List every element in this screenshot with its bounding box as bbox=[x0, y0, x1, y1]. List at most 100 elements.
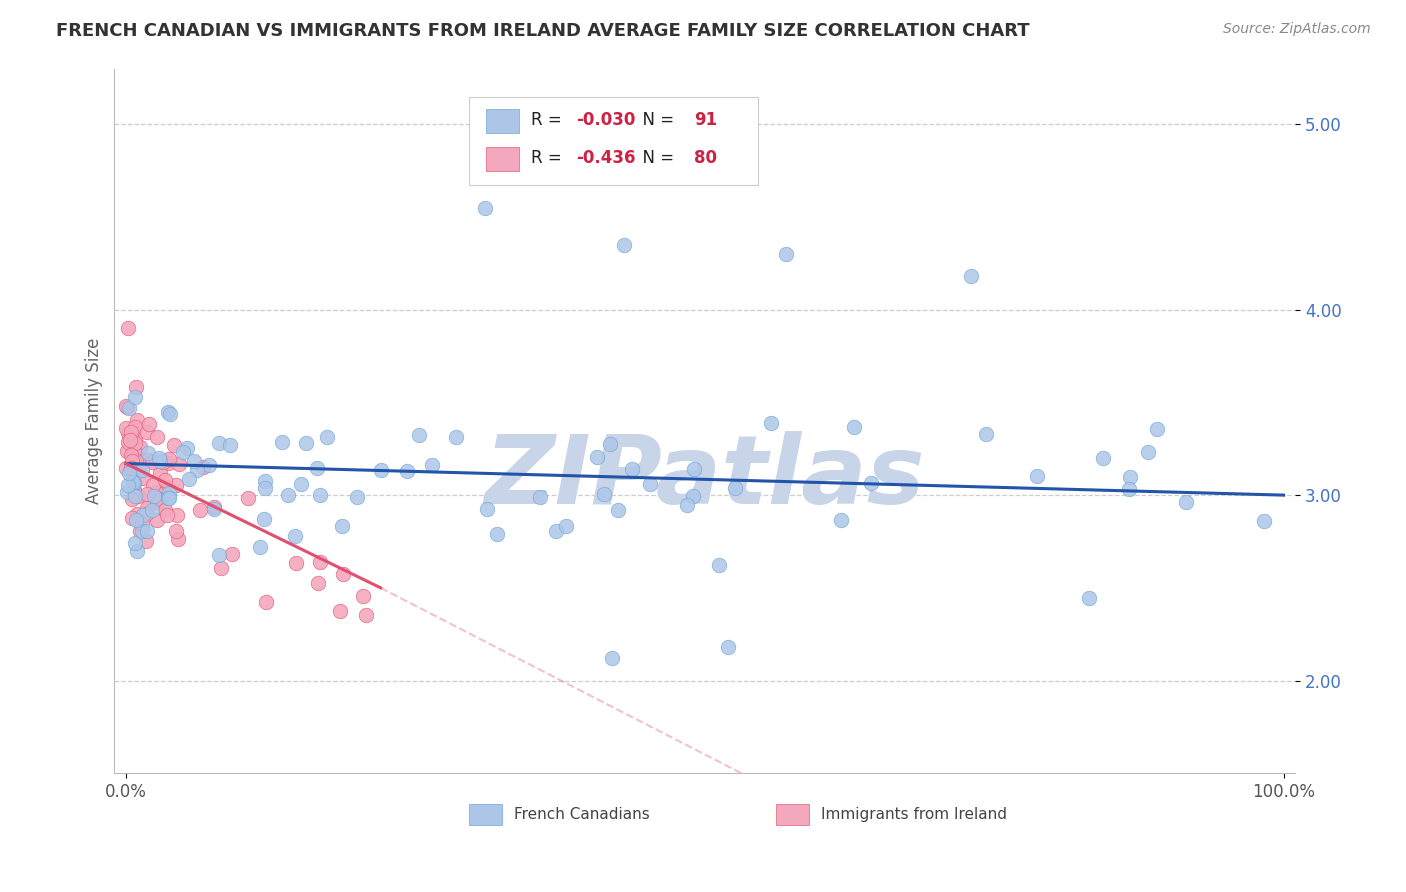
Point bbox=[115, 443, 138, 458]
Point bbox=[709, 558, 731, 573]
Point bbox=[209, 561, 232, 575]
Text: R =: R = bbox=[531, 111, 567, 129]
Point bbox=[193, 460, 215, 475]
Point bbox=[607, 503, 630, 517]
FancyBboxPatch shape bbox=[486, 109, 519, 134]
Point bbox=[188, 503, 211, 517]
Point bbox=[142, 478, 165, 492]
Point bbox=[1253, 514, 1275, 528]
Point bbox=[148, 451, 170, 466]
Point bbox=[141, 455, 163, 469]
Point bbox=[346, 490, 368, 504]
Text: N =: N = bbox=[631, 149, 679, 167]
Point bbox=[277, 488, 299, 502]
Point bbox=[122, 472, 145, 486]
Text: N =: N = bbox=[631, 111, 679, 129]
Point bbox=[117, 426, 139, 441]
Point bbox=[149, 466, 172, 480]
Point bbox=[120, 433, 142, 447]
FancyBboxPatch shape bbox=[468, 804, 502, 825]
Point bbox=[254, 474, 277, 488]
Point bbox=[156, 491, 179, 505]
Point bbox=[131, 517, 153, 532]
Point bbox=[136, 453, 159, 467]
Point bbox=[474, 201, 496, 215]
Point bbox=[208, 436, 231, 450]
Point bbox=[208, 548, 231, 562]
Point bbox=[127, 452, 149, 467]
Point bbox=[136, 425, 159, 440]
Point bbox=[149, 453, 172, 467]
Point bbox=[153, 474, 176, 488]
Point bbox=[115, 460, 138, 475]
Point bbox=[157, 491, 180, 506]
FancyBboxPatch shape bbox=[468, 96, 758, 185]
Point bbox=[249, 541, 271, 555]
Point bbox=[146, 486, 169, 500]
Point bbox=[329, 604, 352, 618]
Point bbox=[775, 247, 797, 261]
Point bbox=[136, 446, 159, 460]
Point bbox=[124, 391, 146, 405]
Point bbox=[143, 489, 166, 503]
Point bbox=[830, 513, 852, 527]
Text: R =: R = bbox=[531, 149, 567, 167]
Point bbox=[842, 419, 865, 434]
Point bbox=[120, 460, 142, 475]
Point bbox=[675, 498, 697, 512]
Point bbox=[1175, 495, 1198, 509]
Point bbox=[136, 486, 159, 500]
Point bbox=[131, 524, 153, 538]
Point bbox=[544, 524, 567, 538]
Point bbox=[370, 463, 392, 477]
Text: -0.436: -0.436 bbox=[576, 149, 636, 167]
Point bbox=[600, 651, 623, 665]
Point bbox=[124, 420, 146, 434]
Point bbox=[131, 456, 153, 470]
Point bbox=[271, 435, 294, 450]
Point bbox=[124, 489, 146, 503]
Point bbox=[117, 478, 139, 492]
Point bbox=[1025, 468, 1047, 483]
Point bbox=[149, 493, 172, 508]
Point bbox=[682, 489, 704, 503]
Point bbox=[165, 524, 187, 538]
Point bbox=[444, 430, 467, 444]
Point bbox=[157, 486, 180, 500]
Point bbox=[183, 453, 205, 467]
Point bbox=[308, 555, 330, 569]
Point bbox=[141, 503, 163, 517]
Point bbox=[974, 427, 997, 442]
Point bbox=[475, 502, 498, 516]
Point bbox=[176, 441, 198, 455]
Point bbox=[146, 513, 169, 527]
Point bbox=[682, 462, 704, 476]
Point bbox=[120, 449, 142, 463]
Point bbox=[529, 490, 551, 504]
Point bbox=[1077, 591, 1099, 606]
Point bbox=[145, 485, 167, 500]
Point bbox=[131, 463, 153, 477]
Point bbox=[118, 467, 141, 481]
Point bbox=[150, 492, 173, 507]
Text: 91: 91 bbox=[695, 111, 717, 129]
Point bbox=[125, 544, 148, 558]
Point bbox=[640, 477, 662, 491]
Point bbox=[127, 489, 149, 503]
Point bbox=[332, 567, 354, 582]
Point bbox=[238, 491, 260, 506]
Point bbox=[124, 435, 146, 450]
Point bbox=[177, 472, 200, 486]
Point bbox=[132, 508, 155, 522]
Point bbox=[122, 475, 145, 490]
Point bbox=[486, 527, 509, 541]
Point bbox=[115, 484, 138, 499]
Point bbox=[121, 432, 143, 446]
Point bbox=[253, 511, 276, 525]
Point bbox=[146, 491, 169, 505]
Point bbox=[138, 417, 160, 431]
Point bbox=[122, 444, 145, 458]
Point bbox=[135, 508, 157, 522]
Point bbox=[125, 454, 148, 468]
Point bbox=[202, 501, 225, 516]
